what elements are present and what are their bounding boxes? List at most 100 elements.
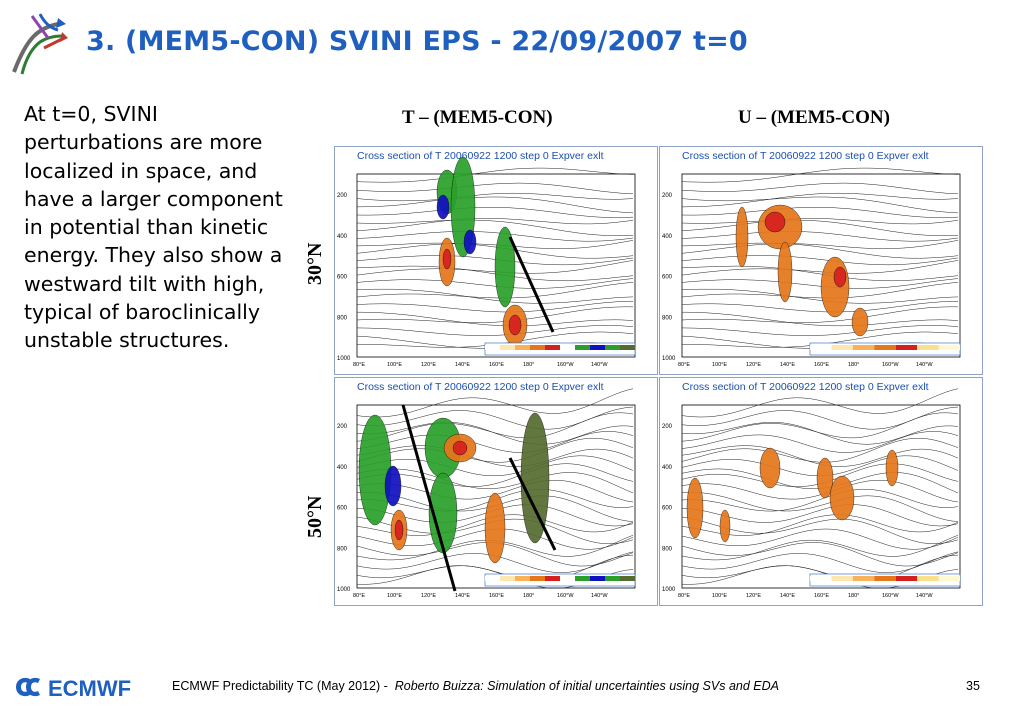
footer-text: ECMWF Predictability TC (May 2012) - Rob… xyxy=(172,679,779,693)
isentrope-line xyxy=(681,542,959,567)
isentrope-line xyxy=(356,455,634,477)
isentrope-line xyxy=(356,231,634,242)
isentrope-line xyxy=(681,325,959,336)
isentrope-line xyxy=(681,554,959,585)
isentrope-line xyxy=(681,218,959,232)
plot-frame xyxy=(356,173,636,358)
colorbar-swatch xyxy=(831,576,853,581)
column-label-t: T – (MEM5-CON) xyxy=(402,107,553,128)
x-tick-label: 80°E xyxy=(353,593,365,599)
perturbation-area xyxy=(520,412,550,544)
isentrope-line xyxy=(356,242,634,259)
colorbar-swatch xyxy=(545,576,560,581)
perturbation-area xyxy=(759,447,781,489)
x-tick-label: 160°E xyxy=(489,362,504,368)
colorbar-swatch xyxy=(620,345,635,350)
colorbar-swatch xyxy=(874,576,896,581)
colorbar-swatch xyxy=(530,345,545,350)
isentrope-line xyxy=(681,488,959,512)
panel-caption: Cross section of T 20060922 1200 step 0 … xyxy=(682,150,929,162)
colorbar-swatch xyxy=(874,345,896,350)
column-label-u: U – (MEM5-CON) xyxy=(738,107,890,128)
tilt-axis-line xyxy=(401,404,457,592)
isentrope-line xyxy=(681,167,959,183)
isentrope-line xyxy=(356,431,634,453)
colorbar-swatch xyxy=(560,345,575,350)
tilt-axis-line xyxy=(508,236,555,333)
y-tick-label: 1000 xyxy=(337,587,351,593)
colorbar-swatch xyxy=(831,345,853,350)
tilt-axis-line xyxy=(508,457,557,551)
perturbation-area xyxy=(384,465,402,507)
perturbation-area xyxy=(764,211,786,233)
perturbation-area xyxy=(735,206,749,268)
x-tick-label: 160°W xyxy=(557,593,574,599)
isentrope-line xyxy=(681,528,959,550)
perturbation-area xyxy=(777,241,793,303)
isentrope-line xyxy=(356,282,634,299)
isentrope-line xyxy=(356,207,634,218)
y-tick-label: 200 xyxy=(662,193,673,199)
isentrope-line xyxy=(356,468,634,494)
x-tick-label: 140°E xyxy=(455,362,470,368)
isentrope-line xyxy=(681,207,959,218)
y-tick-label: 400 xyxy=(662,465,673,471)
colorbar-swatch xyxy=(575,345,590,350)
x-tick-label: 180° xyxy=(848,593,859,599)
isentrope-line xyxy=(356,288,634,304)
isentrope-line xyxy=(681,492,959,522)
x-tick-label: 100°E xyxy=(712,362,727,368)
isentrope-line xyxy=(356,219,634,236)
plot-frame xyxy=(681,404,961,589)
isentrope-line xyxy=(356,463,634,487)
isentrope-line xyxy=(681,412,959,442)
colorbar-swatch xyxy=(917,576,939,581)
colorbar-swatch xyxy=(575,576,590,581)
isentrope-line xyxy=(681,306,959,323)
cross-section-panel-u-30n: Cross section of T 20060922 1200 step 0 … xyxy=(659,146,983,375)
perturbation-area xyxy=(358,414,392,526)
colorbar-swatch xyxy=(515,576,530,581)
y-tick-label: 600 xyxy=(337,275,348,281)
x-tick-label: 160°W xyxy=(882,593,899,599)
x-tick-label: 120°E xyxy=(746,362,761,368)
colorbar-swatch xyxy=(895,345,918,350)
x-tick-label: 180° xyxy=(523,593,534,599)
slide-title: 3. (MEM5-CON) SVINI EPS - 22/09/2007 t=0 xyxy=(86,26,748,57)
colorbar-swatch xyxy=(485,345,500,350)
isentrope-line xyxy=(681,282,959,299)
perturbation-area xyxy=(436,194,450,220)
isentrope-line xyxy=(356,325,634,336)
x-tick-label: 180° xyxy=(523,362,534,368)
x-tick-label: 140°W xyxy=(591,362,608,368)
ecmwf-logo: ECMWF xyxy=(16,676,131,700)
perturbation-area xyxy=(816,457,834,499)
isentrope-line xyxy=(356,167,634,183)
plot-frame xyxy=(356,404,636,589)
x-tick-label: 140°E xyxy=(780,593,795,599)
cross-section-panel-t-30n: Cross section of T 20060922 1200 step 0 … xyxy=(334,146,658,375)
perturbation-area xyxy=(442,248,452,270)
y-tick-label: 200 xyxy=(337,193,348,199)
colorbar-swatch xyxy=(605,576,620,581)
isentrope-line xyxy=(681,219,959,236)
isentrope-line xyxy=(681,242,959,259)
x-tick-label: 100°E xyxy=(387,593,402,599)
isentrope-line xyxy=(681,255,959,266)
isentrope-line xyxy=(681,265,959,282)
isentrope-line xyxy=(356,306,634,323)
footer-talk-title: Roberto Buizza: Simulation of initial un… xyxy=(394,679,779,693)
isentrope-line xyxy=(357,311,634,327)
colorbar-swatch xyxy=(917,345,939,350)
isentrope-line xyxy=(356,438,634,463)
y-tick-label: 800 xyxy=(337,315,348,321)
colorbar-swatch xyxy=(938,345,960,350)
isentrope-line xyxy=(681,301,959,313)
row-label-50n: 50°N xyxy=(304,495,326,538)
isentrope-line xyxy=(681,535,959,561)
panel-caption: Cross section of T 20060922 1200 step 0 … xyxy=(357,150,604,162)
perturbation-area xyxy=(686,477,704,539)
isentrope-line xyxy=(681,431,959,453)
